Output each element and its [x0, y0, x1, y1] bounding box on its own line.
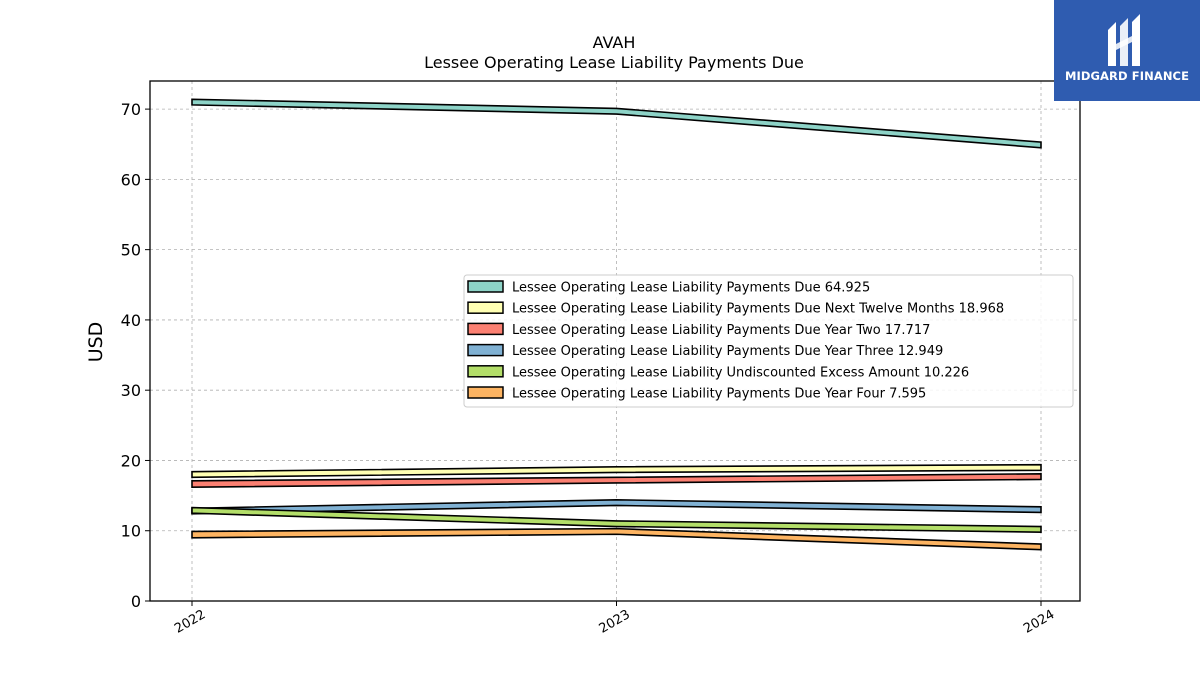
legend-frame [463, 274, 1074, 408]
legend-label: Lessee Operating Lease Liability Payment… [512, 323, 930, 338]
legend-swatch [467, 322, 504, 336]
series-band [191, 527, 1042, 551]
y-axis-label: USD [85, 322, 107, 363]
y-tick-label: 60 [121, 170, 141, 189]
y-tick-label: 50 [121, 241, 141, 260]
logo-mark-icon [1108, 14, 1140, 66]
legend-swatch [467, 343, 504, 357]
plot-area-frame [149, 80, 1081, 602]
chart-title: AVAH [593, 33, 636, 52]
y-tick-label: 20 [121, 451, 141, 470]
legend-swatch [467, 365, 504, 378]
legend-label: Lessee Operating Lease Liability Payment… [512, 387, 926, 402]
chart-subtitle: Lessee Operating Lease Liability Payment… [424, 53, 804, 72]
legend: Lessee Operating Lease Liability Payment… [463, 274, 1074, 408]
legend-label: Lessee Operating Lease Liability Payment… [512, 344, 943, 359]
y-tick-label: 0 [131, 592, 141, 611]
y-tick-label: 30 [121, 381, 141, 400]
series-band [191, 463, 1042, 479]
logo-text: MIDGARD FINANCE [1064, 69, 1190, 83]
y-tick-label: 10 [121, 522, 141, 541]
legend-label: Lessee Operating Lease Liability Undisco… [512, 365, 969, 380]
legend-label: Lessee Operating Lease Liability Payment… [512, 281, 870, 296]
series-band [191, 506, 1042, 533]
y-tick-label: 40 [121, 311, 141, 330]
legend-swatch [467, 386, 504, 399]
x-tick-label: 2024 [1021, 607, 1057, 637]
legend-label: Lessee Operating Lease Liability Payment… [512, 302, 1004, 317]
y-tick-label: 70 [121, 100, 141, 119]
company-logo: MIDGARD FINANCE [1054, 0, 1200, 101]
x-tick-label: 2023 [597, 607, 633, 637]
series-band [191, 98, 1042, 149]
series-band [191, 473, 1042, 488]
legend-swatch [467, 280, 504, 293]
x-tick-label: 2022 [172, 607, 208, 637]
series-layer [191, 98, 1042, 551]
legend-swatch [467, 301, 504, 314]
